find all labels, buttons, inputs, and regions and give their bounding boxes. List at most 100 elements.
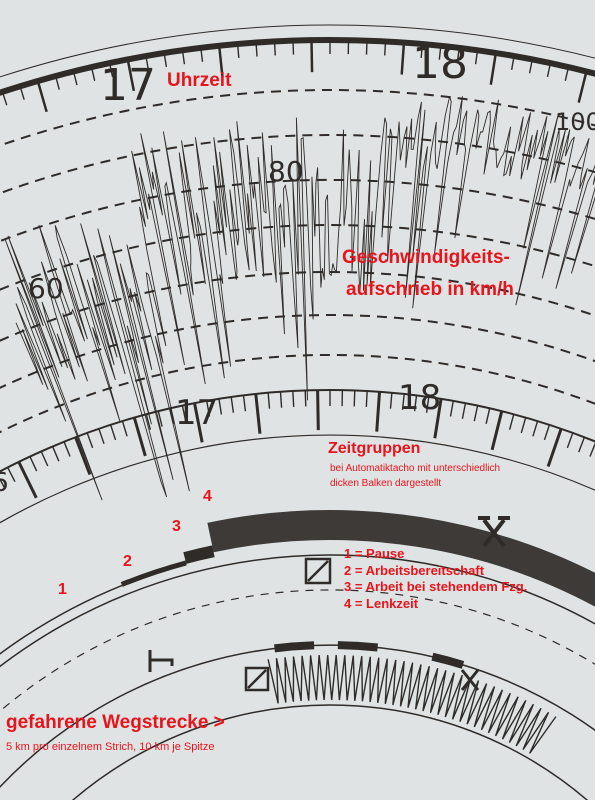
outer-tick (181, 50, 186, 65)
time-tick (375, 391, 382, 432)
groups-title: Zeitgruppen (328, 440, 421, 457)
time-group-bars (0, 510, 595, 655)
rest-box-icon-slash (307, 560, 329, 582)
outer-tick (1, 91, 8, 106)
time-tick (365, 390, 368, 407)
time-tick (589, 442, 595, 457)
time-tick (389, 392, 393, 409)
distance-bar-0 (274, 641, 315, 653)
speed-60-label: 60 (28, 272, 64, 305)
outer-tick (163, 52, 168, 67)
time-tick (98, 428, 105, 445)
time-tick (490, 410, 504, 451)
outer-tick (577, 71, 588, 103)
time-tick (230, 396, 235, 413)
time-tick (546, 428, 563, 467)
activity-ring (0, 554, 595, 668)
outer-tick (273, 41, 276, 56)
time-tick (242, 395, 247, 412)
time-tick (433, 398, 443, 439)
hour-16-partial-label: 6 (0, 468, 9, 498)
outer-tick (528, 59, 533, 74)
speed-80-label: 80 (268, 155, 304, 188)
time-tick (425, 396, 430, 413)
legend-item-pause: 1 = Pause (344, 546, 405, 561)
time-tick (520, 417, 527, 434)
time-tick (473, 405, 479, 422)
time-tick (485, 408, 491, 424)
groups-legend: 1 = Pause 2 = Arbeitsbereitschaft 3 = Ar… (344, 546, 527, 612)
outer-tick (384, 41, 387, 56)
legend-item-arbeit: 3 = Arbeit bei stehendem Fzg. (344, 579, 528, 594)
outer-tick (200, 47, 204, 62)
time-tick (279, 391, 283, 408)
time-annotation: Uhrzeit (167, 70, 232, 91)
time-tick (121, 420, 128, 437)
time-tick (51, 446, 60, 462)
outer-tick (19, 86, 25, 100)
outer-tick (420, 43, 424, 59)
time-tick (74, 436, 92, 476)
groups-note-line2: dicken Balken dargestellt (330, 478, 442, 489)
speed-grid-ring-5 (0, 314, 595, 389)
distance-ring-outer (0, 644, 595, 788)
speed-grid-ring-6 (0, 353, 595, 434)
time-tick (449, 400, 454, 417)
rest-box-icon-lower (244, 666, 270, 692)
time-tick (169, 408, 175, 424)
outer-tick (438, 45, 442, 60)
driving-bar (207, 510, 595, 607)
outer-rim (0, 36, 595, 96)
outer-tick (510, 55, 515, 71)
time-tick (193, 402, 204, 443)
time-tick (0, 477, 5, 488)
time-tick (29, 456, 38, 472)
time-tick (508, 414, 515, 430)
speed-100-label: 100 (555, 108, 595, 136)
distance-zigzag (267, 641, 557, 754)
time-tick (7, 467, 16, 482)
hour-17-top-label: 17 (100, 60, 156, 111)
hammers-icon (482, 518, 506, 548)
outer-tick (564, 67, 570, 81)
hammers-icon-lower (460, 669, 480, 691)
time-tick (157, 410, 163, 427)
distance-bar-2 (431, 652, 465, 669)
time-tick (254, 393, 262, 434)
marker-3: 3 (172, 518, 181, 535)
time-tick (353, 390, 356, 407)
dial-rings (0, 24, 595, 800)
outer-tick (217, 45, 224, 78)
work-bar (183, 545, 215, 564)
time-tick (401, 393, 405, 410)
marker-1: 1 (58, 581, 67, 598)
outer-tick (489, 52, 498, 85)
outer-tick (90, 67, 96, 81)
time-tick (543, 424, 551, 441)
outer-tick (36, 80, 48, 113)
speed-annotation-line2: aufschrieb in km/h (346, 279, 514, 300)
time-tick (413, 395, 418, 412)
speed-trace-line (4, 96, 595, 501)
outer-tick (456, 47, 460, 62)
time-tick (532, 420, 539, 437)
rest-box-icon-lower-slash (247, 669, 267, 689)
hour-18-top-label: 18 (412, 38, 468, 89)
hour-17-inner-label: 17 (175, 393, 219, 433)
activity-dash-ring (0, 589, 595, 712)
outer-tick (145, 55, 150, 71)
time-scale-ring-inner (0, 434, 595, 524)
marker-4: 4 (203, 488, 212, 505)
time-tick (17, 461, 38, 499)
time-tick (63, 441, 71, 457)
distance-ring-inner (71, 704, 589, 800)
time-tick (566, 432, 574, 449)
outer-tick (255, 42, 258, 57)
outer-tick (310, 40, 314, 73)
time-tick (218, 398, 223, 415)
dial-icons (148, 516, 510, 692)
outer-rim-fine (0, 24, 595, 78)
rest-box-icon (304, 557, 332, 585)
